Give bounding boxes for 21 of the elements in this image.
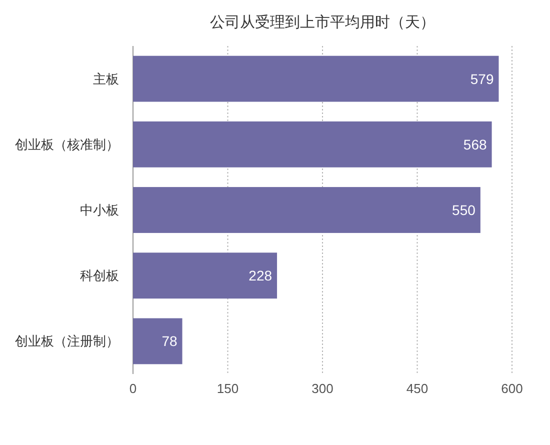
bar — [133, 252, 278, 299]
x-tick-label: 300 — [312, 381, 334, 396]
data-label: 579 — [470, 70, 494, 87]
data-label: 568 — [463, 136, 487, 152]
bar — [133, 187, 480, 233]
chart-title: 公司从受理到上市平均用时（天） — [210, 14, 435, 31]
y-tick-label: 主板 — [93, 71, 119, 86]
data-label: 228 — [248, 268, 272, 284]
bar — [133, 318, 182, 364]
x-tick-label: 0 — [129, 381, 137, 396]
x-tick-label: 450 — [406, 381, 428, 396]
data-label: 78 — [162, 333, 178, 350]
data-label: 550 — [452, 202, 476, 218]
y-tick-label: 中小板 — [80, 202, 119, 218]
x-tick-label: 150 — [216, 381, 239, 396]
bar — [133, 56, 499, 102]
y-tick-label: 科创板 — [80, 268, 119, 284]
y-tick-label: 创业板（注册制） — [15, 334, 119, 349]
y-tick-label: 创业板（核准制） — [15, 136, 119, 152]
x-tick-label: 600 — [501, 381, 523, 396]
bar — [133, 121, 492, 168]
